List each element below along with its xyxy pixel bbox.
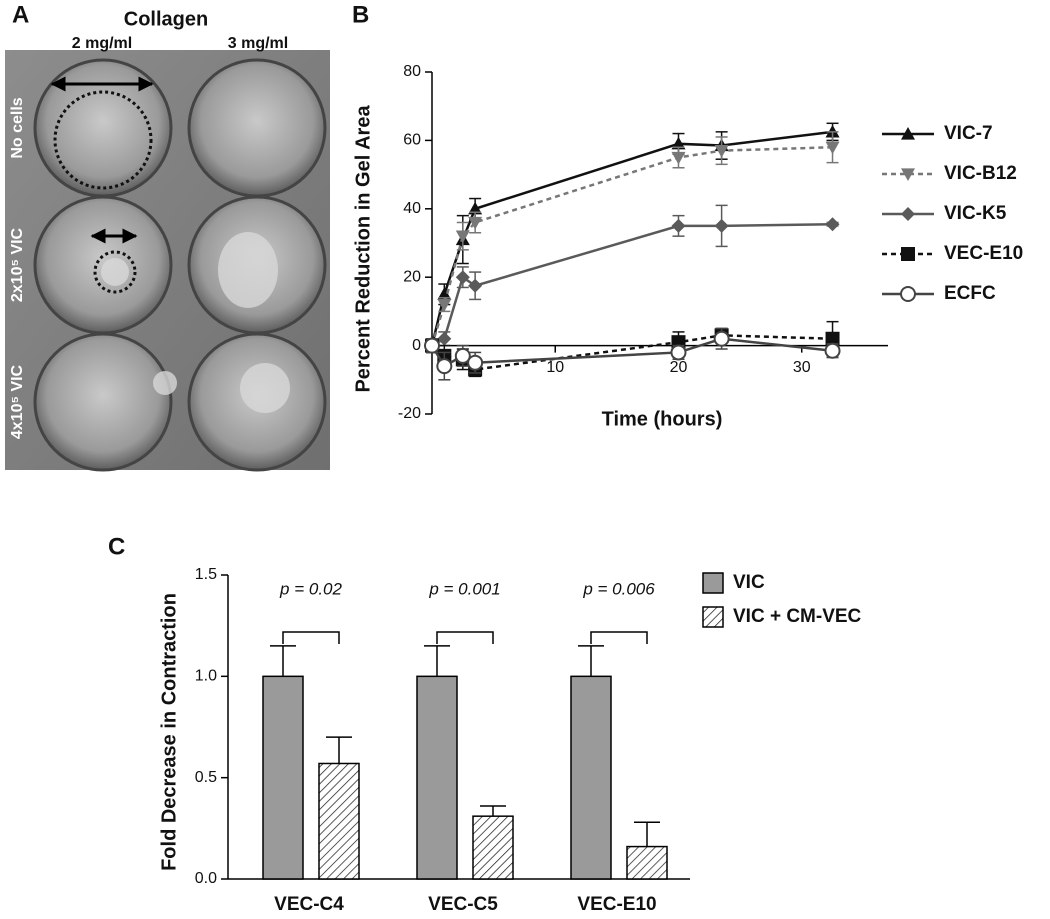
bar (472, 815, 514, 880)
bar (626, 845, 668, 880)
series-line (431, 222, 833, 347)
row-label: 4x10⁵ VIC (9, 364, 26, 439)
x-tick-label: VEC-C5 (428, 894, 498, 915)
y-tick-label: 1.0 (195, 668, 217, 685)
legend-label: VIC (733, 572, 765, 593)
column-label: 2 mg/ml (72, 35, 132, 52)
marker (671, 136, 686, 150)
marker (437, 298, 452, 312)
marker (671, 218, 686, 233)
y-tick-label: 0 (412, 337, 421, 354)
y-axis-label: Fold Decrease in Contraction (158, 593, 180, 871)
legend-label: VIC + CM-VEC (733, 606, 862, 627)
series-line (430, 145, 833, 346)
x-tick-label: VEC-E10 (577, 894, 656, 915)
series-line (431, 334, 833, 371)
panel-label: A (12, 1, 29, 28)
annotation: p = 0.006 (582, 579, 655, 598)
marker (467, 354, 484, 371)
x-tick-label: 20 (670, 359, 688, 376)
gel-outline (53, 90, 153, 190)
marker (671, 151, 686, 165)
y-tick-label: 1.5 (195, 566, 217, 583)
bracket (590, 631, 648, 644)
marker (714, 218, 729, 233)
marker (455, 270, 470, 285)
y-tick-label: 80 (403, 63, 421, 80)
y-tick-label: 0.0 (195, 870, 217, 887)
bar (570, 675, 612, 880)
gel-outline (93, 250, 137, 294)
marker (455, 230, 470, 244)
legend-swatch (702, 572, 724, 594)
panel-label: C (108, 533, 125, 560)
bar (262, 675, 304, 880)
legend-label: VIC-B12 (944, 163, 1017, 184)
y-tick-label: 60 (403, 132, 421, 149)
photo-title: Collagen (124, 8, 208, 30)
marker (468, 201, 483, 215)
gels (101, 232, 290, 413)
legend-label: ECFC (944, 283, 996, 304)
legend-marker (901, 247, 915, 261)
legend-label: VEC-E10 (944, 243, 1023, 264)
annotation: p = 0.02 (279, 579, 342, 598)
marker (437, 287, 452, 300)
marker (825, 331, 840, 346)
legend-marker (900, 286, 916, 302)
marker (468, 216, 483, 230)
column-label: 3 mg/ml (228, 35, 288, 52)
marker (825, 141, 840, 155)
legend-marker (901, 168, 915, 181)
x-axis-label: Time (hours) (602, 408, 723, 430)
marker (714, 145, 729, 158)
marker (670, 344, 687, 361)
x-tick-label: VEC-C4 (274, 894, 344, 915)
marker (454, 347, 471, 364)
legend-label: VIC-K5 (944, 203, 1007, 224)
row-label: No cells (9, 97, 26, 158)
legend-marker (901, 127, 915, 140)
bracket (282, 631, 340, 644)
marker (437, 331, 452, 346)
x-tick-label: 10 (546, 359, 564, 376)
legend-label: VIC-7 (944, 123, 993, 144)
panel-label: B (352, 1, 369, 28)
row-label: 2x10⁵ VIC (9, 227, 26, 302)
y-tick-label: 20 (403, 268, 421, 285)
bar (318, 762, 360, 880)
marker (825, 217, 840, 232)
marker (468, 278, 483, 293)
bar (416, 675, 458, 880)
series-line (430, 337, 833, 368)
y-axis-label: Percent Reduction in Gel Area (352, 105, 374, 393)
legend-marker (901, 207, 915, 221)
marker (824, 342, 841, 359)
marker (713, 330, 730, 347)
legend-swatch (702, 606, 724, 628)
annotation: p = 0.001 (428, 579, 500, 598)
bracket (436, 631, 494, 644)
photo (5, 50, 330, 472)
y-tick-label: -20 (398, 405, 421, 422)
marker (424, 337, 440, 354)
y-tick-label: 0.5 (195, 769, 217, 786)
y-tick-label: 40 (403, 200, 421, 217)
marker (436, 358, 453, 375)
x-tick-label: 30 (793, 359, 811, 376)
